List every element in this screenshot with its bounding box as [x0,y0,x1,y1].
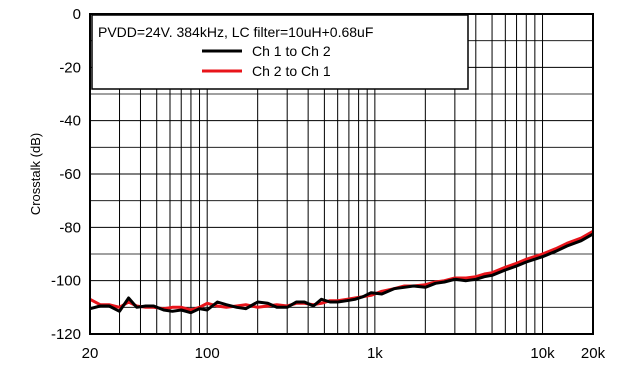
y-tick-label-4: -80 [59,219,81,236]
legend: PVDD=24V. 384kHz, LC filter=10uH+0.68uF … [91,14,469,90]
y-tick-label-6: -120 [51,326,81,343]
x-tick-label-3: 10k [530,345,555,362]
y-tick-label-5: -100 [51,273,81,290]
x-tick-label-2: 1k [367,345,383,362]
x-tick-label-0: 20 [82,345,99,362]
legend-label-ch2-to-ch1: Ch 2 to Ch 1 [252,63,331,79]
x-tick-label-4: 20k [581,345,606,362]
x-tick-label-1: 100 [195,345,220,362]
y-tick-label-3: -60 [59,166,81,183]
series-line-ch1-to-ch2 [89,232,594,315]
legend-label-ch1-to-ch2: Ch 1 to Ch 2 [252,43,331,59]
legend-box [91,14,469,90]
y-tick-label-2: -40 [59,113,81,130]
series-layer [89,229,594,315]
y-tick-label-1: -20 [59,59,81,76]
series-line-ch2-to-ch1 [89,229,594,312]
y-tick-label-0: 0 [73,6,81,23]
y-axis-label: Crosstalk (dB) [28,133,43,215]
plot-frame [89,13,594,335]
legend-header: PVDD=24V. 384kHz, LC filter=10uH+0.68uF [98,24,373,40]
